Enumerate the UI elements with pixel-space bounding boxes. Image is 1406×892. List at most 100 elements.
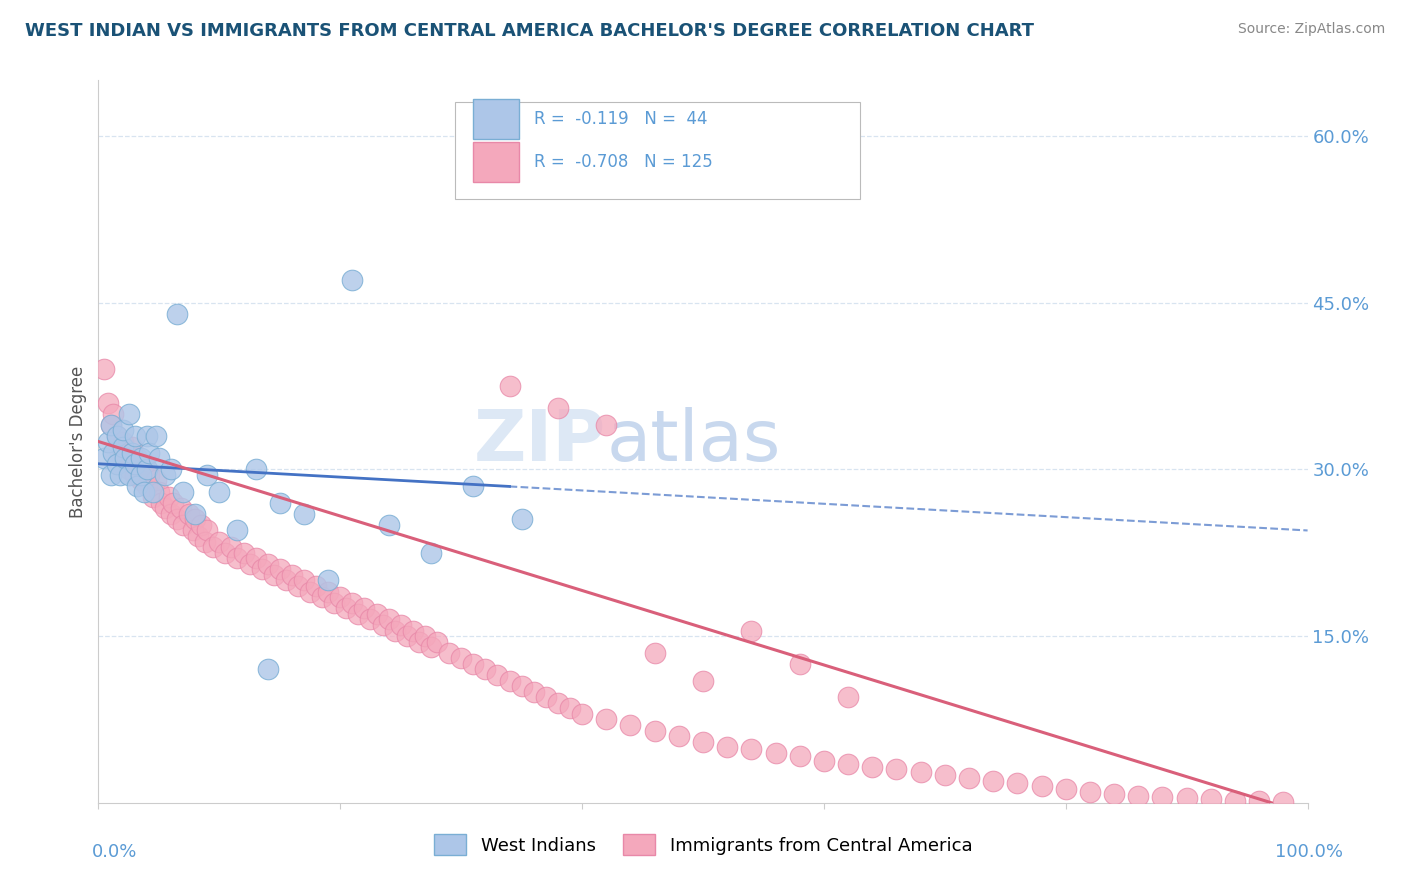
Point	[886, 763, 908, 777]
Point	[181, 524, 204, 538]
Point	[157, 490, 180, 504]
Point	[360, 612, 382, 626]
Point	[644, 646, 666, 660]
Point	[105, 429, 128, 443]
Point	[860, 760, 883, 774]
Point	[135, 479, 157, 493]
Point	[118, 462, 141, 476]
Point	[558, 701, 581, 715]
Point	[981, 773, 1004, 788]
Point	[208, 534, 231, 549]
Point	[153, 467, 176, 482]
Point	[316, 584, 339, 599]
Point	[323, 596, 346, 610]
Point	[172, 484, 194, 499]
Point	[292, 507, 315, 521]
Point	[510, 679, 533, 693]
Point	[245, 462, 267, 476]
Legend: West Indians, Immigrants from Central America: West Indians, Immigrants from Central Am…	[426, 827, 980, 863]
Point	[347, 607, 370, 621]
Point	[281, 568, 304, 582]
FancyBboxPatch shape	[474, 142, 519, 182]
Text: ZIP: ZIP	[474, 407, 606, 476]
Point	[1078, 785, 1101, 799]
Point	[111, 440, 134, 454]
Point	[129, 474, 152, 488]
Point	[162, 496, 184, 510]
Point	[305, 579, 328, 593]
Point	[934, 768, 956, 782]
Point	[1031, 779, 1053, 793]
Point	[100, 467, 122, 482]
Point	[1272, 795, 1295, 809]
Point	[108, 467, 131, 482]
Point	[124, 467, 146, 482]
Point	[292, 574, 315, 588]
Point	[153, 501, 176, 516]
Point	[172, 517, 194, 532]
Point	[166, 512, 188, 526]
Point	[124, 457, 146, 471]
Point	[179, 507, 201, 521]
FancyBboxPatch shape	[456, 102, 860, 200]
Point	[160, 462, 183, 476]
Point	[142, 484, 165, 499]
Point	[510, 512, 533, 526]
Point	[910, 764, 932, 779]
Point	[287, 579, 309, 593]
Point	[644, 723, 666, 738]
Point	[1128, 789, 1150, 804]
Point	[402, 624, 425, 638]
Point	[740, 624, 762, 638]
Point	[134, 457, 156, 471]
Point	[668, 729, 690, 743]
Point	[269, 496, 291, 510]
Point	[256, 662, 278, 676]
Point	[114, 451, 136, 466]
Point	[129, 467, 152, 482]
Point	[93, 362, 115, 376]
Point	[114, 451, 136, 466]
Point	[121, 445, 143, 459]
Point	[1054, 782, 1077, 797]
Point	[97, 395, 120, 409]
Point	[1175, 791, 1198, 805]
Point	[187, 529, 209, 543]
Point	[957, 772, 980, 786]
Point	[547, 696, 569, 710]
Point	[202, 540, 225, 554]
Point	[269, 562, 291, 576]
Point	[263, 568, 285, 582]
Text: WEST INDIAN VS IMMIGRANTS FROM CENTRAL AMERICA BACHELOR'S DEGREE CORRELATION CHA: WEST INDIAN VS IMMIGRANTS FROM CENTRAL A…	[25, 22, 1035, 40]
Point	[342, 596, 364, 610]
Point	[299, 584, 322, 599]
Point	[486, 668, 509, 682]
Point	[118, 467, 141, 482]
Text: atlas: atlas	[606, 407, 780, 476]
Point	[93, 451, 115, 466]
Point	[413, 629, 436, 643]
Point	[214, 546, 236, 560]
Point	[534, 690, 557, 705]
Text: 100.0%: 100.0%	[1275, 843, 1343, 861]
Point	[408, 634, 430, 648]
Point	[127, 479, 149, 493]
Point	[145, 429, 167, 443]
Point	[135, 462, 157, 476]
Point	[105, 457, 128, 471]
Point	[311, 590, 333, 604]
Point	[166, 307, 188, 321]
Point	[111, 424, 134, 438]
Point	[813, 754, 835, 768]
Point	[101, 407, 124, 421]
Point	[765, 746, 787, 760]
FancyBboxPatch shape	[474, 99, 519, 139]
Point	[226, 551, 249, 566]
Point	[148, 451, 170, 466]
Point	[190, 517, 212, 532]
Point	[208, 484, 231, 499]
Point	[619, 718, 641, 732]
Point	[274, 574, 297, 588]
Point	[437, 646, 460, 660]
Point	[135, 429, 157, 443]
